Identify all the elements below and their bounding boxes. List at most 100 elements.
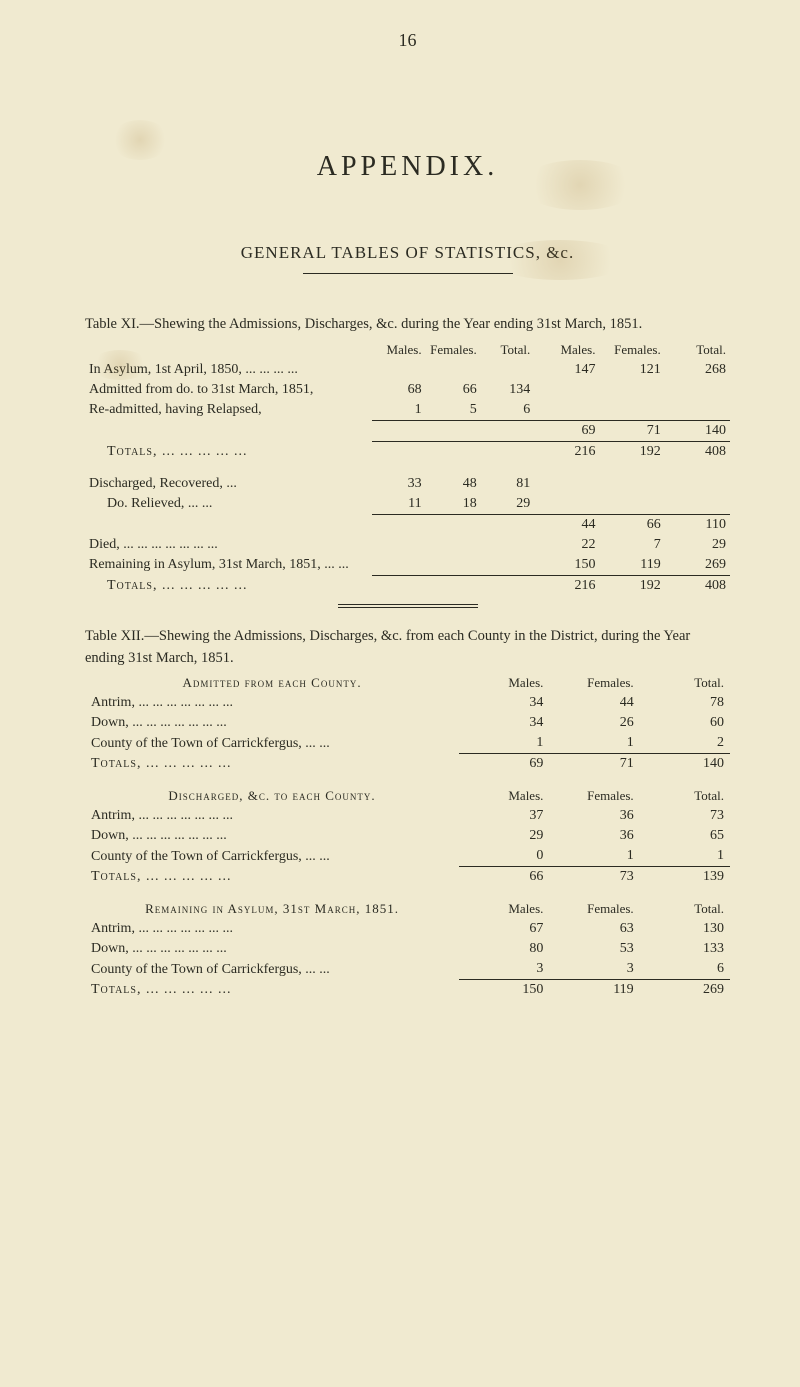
table-row: 44 66 110	[85, 514, 730, 535]
table-xii-lead: Table XII.—	[85, 628, 159, 644]
table-xi-rest: Shewing the Admissions, Discharges, &c. …	[154, 316, 642, 332]
cell: 68	[372, 380, 426, 400]
col-head: Females.	[549, 899, 639, 919]
cell: 29	[665, 535, 730, 555]
cell: 192	[599, 441, 664, 462]
cell: 5	[426, 400, 481, 421]
cell: 67	[459, 919, 549, 939]
table-row: Totals, ... ... ... ... ... 216 192 408	[85, 575, 730, 596]
cell: 71	[549, 754, 639, 775]
cell: 44	[549, 693, 639, 713]
cell: 269	[640, 980, 730, 1001]
table-row: Do. Relieved, ... ... 11 18 29	[85, 494, 730, 515]
col-head: Males.	[372, 340, 426, 360]
cell: 81	[481, 474, 535, 494]
table-row: Admitted from each County. Males. Female…	[85, 673, 730, 693]
cell: 29	[459, 826, 549, 846]
totals-label: Totals, ... ... ... ... ...	[85, 575, 372, 596]
cell: 73	[549, 867, 639, 888]
col-head: Total.	[640, 899, 730, 919]
cell: 1	[640, 846, 730, 867]
table-row: Died, ... ... ... ... ... ... ... 22 7 2…	[85, 535, 730, 555]
subhead-remaining: Remaining in Asylum, 31st March, 1851.	[85, 899, 459, 919]
cell: 6	[640, 959, 730, 980]
table-xi-lead: Table XI.—	[85, 316, 154, 332]
table-row: 69 71 140	[85, 420, 730, 441]
col-head: Total.	[640, 673, 730, 693]
cell: 63	[549, 919, 639, 939]
col-head: Males.	[459, 786, 549, 806]
cell: 110	[665, 514, 730, 535]
cell: 192	[599, 575, 664, 596]
cell: 216	[534, 575, 599, 596]
row-label: In Asylum, 1st April, 1850, ... ... ... …	[85, 360, 372, 380]
table-row: Totals, ... ... ... ... ... 69 71 140	[85, 754, 730, 775]
cell: 36	[549, 806, 639, 826]
subhead-admitted: Admitted from each County.	[85, 673, 459, 693]
row-label: Re-admitted, having Relapsed,	[85, 400, 372, 421]
table-row: County of the Town of Carrickfergus, ...…	[85, 846, 730, 867]
cell: 60	[640, 713, 730, 733]
cell: 34	[459, 713, 549, 733]
double-rule	[338, 604, 478, 608]
cell: 1	[372, 400, 426, 421]
cell: 133	[640, 939, 730, 959]
cell: 268	[665, 360, 730, 380]
cell: 29	[481, 494, 535, 515]
row-label: Antrim, ... ... ... ... ... ... ...	[85, 693, 459, 713]
cell: 71	[599, 420, 664, 441]
table-row: Remaining in Asylum, 31st March, 1851, .…	[85, 555, 730, 576]
cell: 134	[481, 380, 535, 400]
cell: 3	[459, 959, 549, 980]
cell: 121	[599, 360, 664, 380]
col-head: Total.	[665, 340, 730, 360]
cell: 78	[640, 693, 730, 713]
table-row: Down, ... ... ... ... ... ... ... 34 26 …	[85, 713, 730, 733]
table-xii-title: Table XII.—Shewing the Admissions, Disch…	[85, 626, 730, 670]
row-label: Remaining in Asylum, 31st March, 1851, .…	[85, 555, 372, 576]
cell: 66	[599, 514, 664, 535]
totals-label: Totals, ... ... ... ... ...	[85, 754, 459, 775]
row-label: Down, ... ... ... ... ... ... ...	[85, 939, 459, 959]
totals-label: Totals, ... ... ... ... ...	[85, 441, 372, 462]
cell: 66	[459, 867, 549, 888]
cell: 69	[459, 754, 549, 775]
table-xii-admitted: Admitted from each County. Males. Female…	[85, 673, 730, 1000]
cell: 119	[599, 555, 664, 576]
cell: 44	[534, 514, 599, 535]
cell: 408	[665, 575, 730, 596]
cell: 22	[534, 535, 599, 555]
cell: 11	[372, 494, 426, 515]
row-label: County of the Town of Carrickfergus, ...…	[85, 959, 459, 980]
cell: 80	[459, 939, 549, 959]
cell: 65	[640, 826, 730, 846]
divider	[303, 273, 513, 274]
general-title: GENERAL TABLES OF STATISTICS, &c.	[85, 243, 730, 263]
table-row: Down, ... ... ... ... ... ... ... 80 53 …	[85, 939, 730, 959]
cell: 119	[549, 980, 639, 1001]
row-label: County of the Town of Carrickfergus, ...…	[85, 846, 459, 867]
cell: 140	[640, 754, 730, 775]
table-row: Antrim, ... ... ... ... ... ... ... 34 4…	[85, 693, 730, 713]
table-row: Down, ... ... ... ... ... ... ... 29 36 …	[85, 826, 730, 846]
table-row: Males. Females. Total. Males. Females. T…	[85, 340, 730, 360]
appendix-title: APPENDIX.	[85, 151, 730, 183]
cell: 73	[640, 806, 730, 826]
row-label: Discharged, Recovered, ...	[85, 474, 372, 494]
page: 16 APPENDIX. GENERAL TABLES OF STATISTIC…	[0, 0, 800, 1050]
page-number: 16	[85, 30, 730, 51]
cell: 130	[640, 919, 730, 939]
table-row: Antrim, ... ... ... ... ... ... ... 37 3…	[85, 806, 730, 826]
cell: 1	[549, 846, 639, 867]
cell: 408	[665, 441, 730, 462]
table-row: County of the Town of Carrickfergus, ...…	[85, 959, 730, 980]
row-label: Admitted from do. to 31st March, 1851,	[85, 380, 372, 400]
cell: 18	[426, 494, 481, 515]
table-row: Remaining in Asylum, 31st March, 1851. M…	[85, 899, 730, 919]
cell: 26	[549, 713, 639, 733]
col-head: Females.	[549, 786, 639, 806]
col-head: Females.	[599, 340, 664, 360]
row-label: Down, ... ... ... ... ... ... ...	[85, 713, 459, 733]
table-row: County of the Town of Carrickfergus, ...…	[85, 733, 730, 754]
table-row: Discharged, &c. to each County. Males. F…	[85, 786, 730, 806]
